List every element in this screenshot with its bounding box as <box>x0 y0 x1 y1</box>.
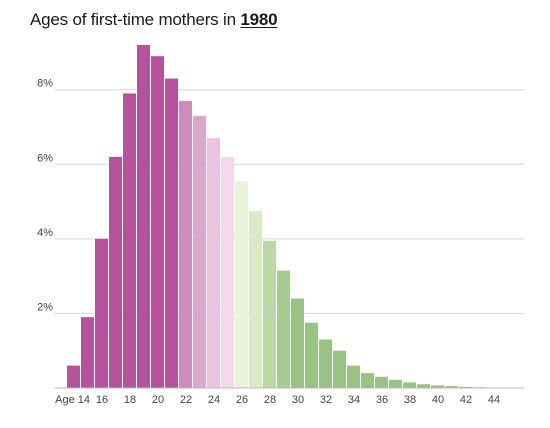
x-tick-label: 42 <box>460 394 472 406</box>
y-tick-label: 2% <box>37 301 53 313</box>
x-tick-label: 24 <box>208 394 220 406</box>
bar <box>403 382 416 388</box>
bar <box>235 181 248 388</box>
bar <box>375 376 388 388</box>
bar <box>193 115 206 388</box>
x-tick-label: 32 <box>320 394 332 406</box>
bar <box>333 350 346 388</box>
x-tick-label: 18 <box>124 394 136 406</box>
bar <box>459 386 472 388</box>
y-tick-label: 4% <box>37 227 53 239</box>
x-tick-label: 44 <box>488 394 500 406</box>
bar <box>291 298 304 388</box>
bar <box>431 385 444 388</box>
bar <box>109 156 122 388</box>
x-tick-label: Age 14 <box>55 394 90 406</box>
title-year: 1980 <box>240 10 278 29</box>
bar <box>137 45 150 388</box>
x-tick-label: 34 <box>348 394 360 406</box>
x-tick-label: 20 <box>152 394 164 406</box>
bar <box>417 384 430 388</box>
y-tick-label: 8% <box>37 78 53 90</box>
bar <box>249 210 262 388</box>
x-tick-label: 36 <box>376 394 388 406</box>
chart-title: Ages of first-time mothers in 1980 <box>30 10 278 30</box>
bar <box>67 365 80 388</box>
bar <box>319 339 332 388</box>
x-tick-label: 40 <box>432 394 444 406</box>
bar <box>123 93 136 388</box>
bar <box>179 100 192 388</box>
y-tick-label: 6% <box>37 152 53 164</box>
bar <box>207 138 220 388</box>
x-tick-label: 38 <box>404 394 416 406</box>
bar <box>81 317 94 388</box>
bar <box>389 379 402 388</box>
bar <box>263 240 276 388</box>
bar <box>151 56 164 388</box>
x-tick-label: 22 <box>180 394 192 406</box>
bar <box>347 365 360 388</box>
bar <box>445 386 458 388</box>
bar <box>165 78 178 388</box>
bar <box>95 238 108 388</box>
x-tick-label: 30 <box>292 394 304 406</box>
title-prefix: Ages of first-time mothers in <box>30 10 236 29</box>
x-tick-label: 28 <box>264 394 276 406</box>
bar <box>305 322 318 388</box>
bar <box>221 156 234 388</box>
bar <box>361 373 374 388</box>
x-tick-label: 16 <box>96 394 108 406</box>
bar <box>277 270 290 388</box>
x-tick-label: 26 <box>236 394 248 406</box>
